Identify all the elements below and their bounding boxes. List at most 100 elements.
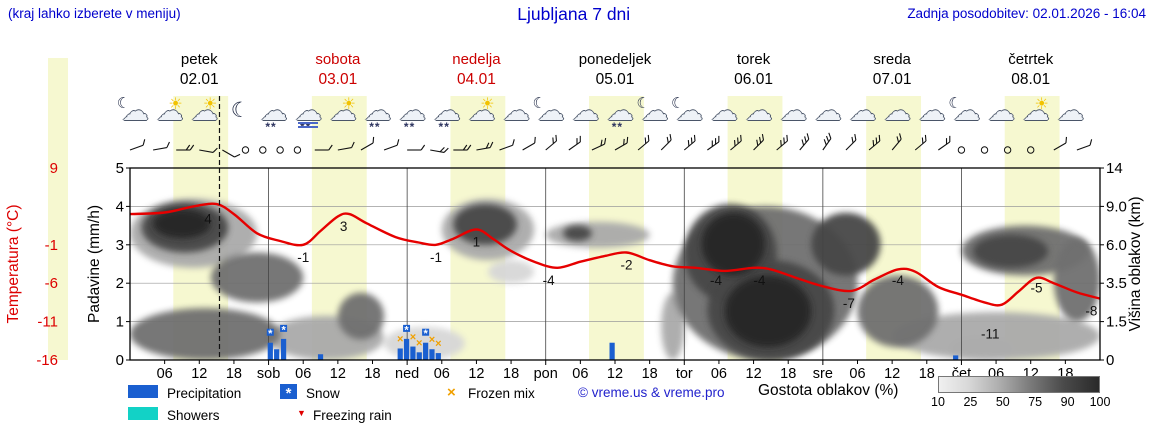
wind-barb-icon	[614, 136, 629, 151]
calm-wind-icon	[1027, 146, 1035, 154]
wind-barb-icon	[938, 135, 951, 151]
svg-text:×: ×	[397, 333, 403, 345]
wind-barb-icon	[453, 144, 472, 151]
svg-text:×: ×	[435, 338, 441, 350]
wind-barb-icon	[707, 135, 720, 151]
wind-barb-icon	[545, 134, 557, 151]
legend-snow-label: Snow	[306, 386, 340, 401]
cloud-scale-tick: 90	[1060, 395, 1075, 409]
svg-text:pon: pon	[534, 366, 558, 382]
svg-text:12: 12	[607, 366, 623, 382]
svg-text:sre: sre	[813, 366, 833, 382]
wind-barb-icon	[845, 133, 857, 151]
cloud-scale-tick: 75	[1028, 395, 1043, 409]
wind-barb-icon	[407, 144, 426, 151]
day-header-sobota: sobota 03.01	[315, 50, 360, 90]
cloud-density-scale-ticks: 10 25 50 75 90 100	[931, 395, 1110, 411]
svg-text:*: *	[281, 324, 286, 336]
cloud-scale-tick: 50	[995, 395, 1010, 409]
wind-barb-icon	[568, 135, 581, 151]
day-name: sreda	[873, 51, 911, 68]
svg-text:06: 06	[711, 366, 727, 382]
day-header-torek: torek 06.01	[734, 50, 773, 90]
temperature-label: -4	[892, 273, 904, 288]
svg-text:14: 14	[1106, 160, 1123, 177]
temperature-label: -4	[710, 273, 722, 288]
day-date: 03.01	[318, 71, 358, 88]
svg-text:12: 12	[468, 366, 484, 382]
snowflake-icon: *	[285, 385, 292, 402]
temperature-axis-title: Temperatura (°C)	[5, 204, 22, 324]
cloud-scale-tick: 25	[963, 395, 978, 409]
freezing-rain-icon: ▼	[297, 408, 306, 418]
wind-barb-icon	[1076, 139, 1093, 151]
svg-text:06: 06	[849, 366, 865, 382]
copyright-link[interactable]: © vreme.us & vreme.pro	[578, 385, 725, 400]
calm-wind-icon	[276, 146, 284, 154]
svg-text:×: ×	[429, 334, 435, 346]
svg-text:1: 1	[116, 314, 124, 331]
wind-barbs-row	[129, 132, 1093, 158]
svg-text:tor: tor	[676, 366, 693, 382]
wind-barb-icon	[776, 134, 788, 151]
day-header-sreda: sreda 07.01	[873, 50, 912, 90]
svg-text:6.0: 6.0	[1106, 237, 1127, 254]
wind-barb-icon	[522, 136, 536, 151]
wind-barb-icon	[337, 141, 355, 151]
legend-freezing-rain-label: Freezing rain	[313, 408, 392, 423]
temperature-label: -11	[981, 327, 1000, 342]
wind-barb-icon	[753, 133, 765, 151]
wind-barb-icon	[222, 149, 241, 158]
x-axis-labels: 06 12 18 06 12 18 sob 06 12 18 ned 06 12 18 pon 06 12 18 t…	[157, 360, 1073, 382]
day-name: torek	[736, 51, 771, 68]
day-date: 06.01	[734, 71, 773, 88]
svg-text:18: 18	[226, 366, 242, 382]
wind-barb-icon	[176, 144, 195, 151]
temperature-label: -2	[621, 257, 633, 272]
calm-wind-icon	[293, 146, 302, 154]
svg-text:×: ×	[416, 337, 422, 349]
wind-barb-icon	[822, 132, 832, 151]
svg-text:×: ×	[410, 332, 416, 344]
wind-barb-icon	[499, 139, 515, 151]
cloud-density-field	[130, 198, 1100, 360]
day-date: 07.01	[872, 71, 912, 88]
svg-text:2: 2	[116, 275, 124, 292]
svg-text:-11: -11	[37, 314, 58, 331]
cloud-height-axis-title: Višina oblakov (km)	[1127, 196, 1144, 332]
calm-wind-icon	[957, 146, 966, 154]
svg-text:*: *	[404, 324, 409, 336]
day-header-petek: petek 02.01	[180, 50, 219, 90]
legend-frozen-mix-label: Frozen mix	[468, 386, 535, 401]
day-name: četrtek	[1008, 51, 1054, 68]
svg-text:06: 06	[295, 366, 311, 382]
wind-barb-icon	[914, 134, 927, 151]
wind-barb-icon	[891, 133, 902, 151]
wind-barb-icon	[1053, 136, 1068, 151]
svg-text:18: 18	[780, 366, 796, 382]
svg-text:3: 3	[116, 237, 124, 254]
cloud-scale-tick: 10	[931, 395, 945, 409]
day-name: ponedeljek	[578, 51, 652, 68]
wind-barb-icon	[683, 134, 696, 151]
temperature-label: -5	[1030, 281, 1042, 296]
svg-text:-16: -16	[36, 352, 58, 369]
temperature-label: -1	[430, 250, 442, 265]
svg-text:-1: -1	[45, 237, 58, 254]
temperature-label: -4	[753, 273, 765, 288]
temperature-line	[130, 202, 1100, 307]
svg-text:12: 12	[884, 366, 900, 382]
wind-barb-icon	[660, 133, 672, 151]
page-title: Ljubljana 7 dni	[517, 4, 631, 24]
calm-wind-icon	[259, 146, 267, 154]
wind-barb-icon	[430, 147, 449, 153]
calm-wind-icon	[980, 146, 989, 154]
day-name: sobota	[315, 51, 361, 68]
last-updated: Zadnja posodobitev: 02.01.2026 - 16:04	[907, 6, 1146, 21]
svg-text:12: 12	[191, 366, 207, 382]
temperature-label: 4	[204, 211, 212, 226]
day-name: petek	[180, 51, 218, 68]
